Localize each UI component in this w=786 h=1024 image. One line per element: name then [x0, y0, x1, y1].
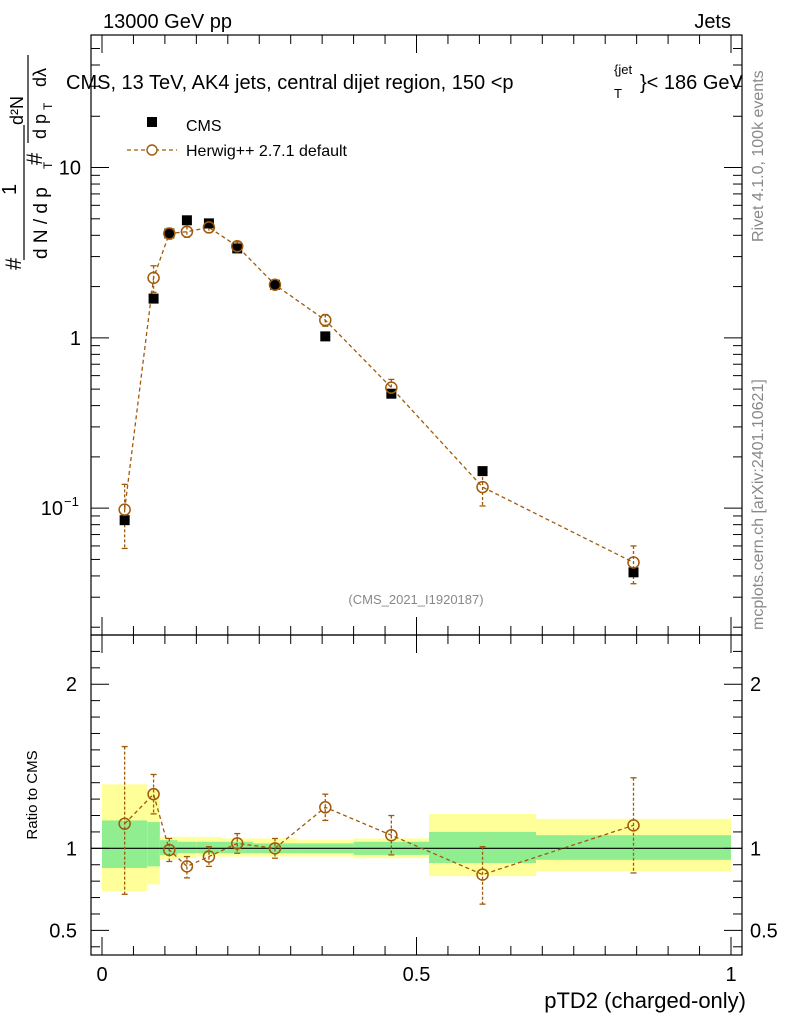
- plot-title-subscript: T: [614, 86, 622, 101]
- beam-label: 13000 GeV pp: [103, 11, 232, 33]
- ratio-band-inner: [147, 822, 160, 867]
- ratio-y-tick-label-left: 1: [66, 838, 77, 860]
- cms-data-point: [148, 293, 159, 304]
- ratio-data-point: [118, 817, 131, 830]
- herwig-series-line: [123, 226, 634, 564]
- ratio-data-point: [319, 801, 332, 814]
- cms-data-point: [232, 243, 243, 254]
- herwig-data-point: [476, 480, 489, 494]
- cms-data-point: [477, 466, 488, 477]
- svg-text:dλ: dλ: [30, 68, 50, 87]
- x-axis-label: pTD2 (charged-only): [544, 988, 746, 1013]
- plot-title-superscript: {jet: [614, 62, 632, 77]
- ratio-data-point: [627, 819, 640, 832]
- svg-text:T: T: [41, 161, 55, 169]
- herwig-data-point: [163, 227, 176, 240]
- rivet-version-label: Rivet 4.1.0, 100k events: [750, 70, 767, 242]
- ratio-data-point: [230, 837, 244, 850]
- plot-title: CMS, 13 TeV, AK4 jets, central dijet reg…: [66, 72, 514, 94]
- ratio-band-inner: [177, 841, 197, 854]
- ratio-data-point: [268, 842, 282, 855]
- svg-text:T: T: [41, 102, 55, 110]
- herwig-data-point: [118, 503, 131, 516]
- y-tick-label: 10: [59, 158, 81, 180]
- cms-data-point: [164, 228, 175, 239]
- ratio-plot-frame: [90, 634, 743, 956]
- legend-cms-marker: [147, 117, 157, 127]
- herwig-data-point: [180, 225, 194, 238]
- legend-cms-label: CMS: [186, 118, 222, 135]
- cms-data-point: [181, 215, 192, 226]
- y-tick-label: 10: [41, 498, 63, 520]
- ratio-data-point: [385, 828, 398, 842]
- ratio-uncertainty-bands: [102, 784, 731, 891]
- ratio-axis-ticks: 2 2 1 1 0.5 0.5 0 0.5 1: [49, 635, 778, 986]
- ratio-y-axis-label: Ratio to CMS: [24, 750, 41, 839]
- ratio-y-tick-label-right: 1: [750, 838, 761, 860]
- x-tick-label: 0: [96, 964, 107, 986]
- ratio-y-tick-label-right: 2: [750, 674, 761, 696]
- ratio-y-tick-label-right: 0.5: [750, 920, 778, 942]
- mcplots-site-label: mcplots.cern.ch [arXiv:2401.10621]: [750, 379, 767, 630]
- cms-data-point: [203, 218, 214, 229]
- svg-text:d N / d p: d N / d p: [31, 187, 52, 259]
- ratio-series-line: [124, 792, 634, 876]
- svg-text:#: #: [22, 152, 47, 165]
- ratio-y-tick-label-left: 0.5: [49, 920, 77, 942]
- y-tick-label: 1: [70, 328, 81, 350]
- ratio-data-point: [180, 860, 194, 873]
- cms-data-point: [269, 279, 280, 290]
- cms-data-point: [119, 515, 130, 526]
- analysis-id: (CMS_2021_I1920187): [348, 592, 483, 607]
- herwig-data-point: [230, 239, 244, 253]
- legend-herwig-marker: [146, 144, 158, 156]
- svg-text:1: 1: [0, 184, 21, 195]
- svg-text:d²N: d²N: [7, 96, 27, 125]
- ratio-y-tick-label-left: 2: [66, 674, 77, 696]
- herwig-data-point: [627, 556, 640, 569]
- x-tick-label: 1: [725, 964, 736, 986]
- ratio-data-point: [476, 868, 489, 881]
- ratio-band-inner: [221, 841, 253, 854]
- svg-text:#: #: [1, 257, 26, 270]
- cms-data-point: [628, 567, 639, 578]
- ratio-data-point: [163, 843, 176, 857]
- x-tick-label: 0.5: [403, 964, 431, 986]
- y-tick-label-exponent: −1: [64, 494, 79, 509]
- main-y-axis-label: # 1 d N / d p T # d²N d p T dλ: [0, 55, 55, 270]
- herwig-data-point: [268, 278, 282, 291]
- herwig-data-point: [147, 271, 160, 285]
- svg-text:d p: d p: [30, 114, 50, 139]
- legend-herwig-label: Herwig++ 2.7.1 default: [186, 143, 348, 160]
- ratio-data-point: [147, 787, 160, 801]
- herwig-data-point: [385, 381, 398, 394]
- plot-title-tail: }< 186 GeV: [640, 72, 744, 94]
- herwig-data-point: [202, 221, 216, 234]
- group-label: Jets: [694, 11, 731, 33]
- cms-data-point: [320, 331, 331, 342]
- ratio-data-point: [202, 850, 216, 863]
- herwig-data-point: [319, 313, 332, 327]
